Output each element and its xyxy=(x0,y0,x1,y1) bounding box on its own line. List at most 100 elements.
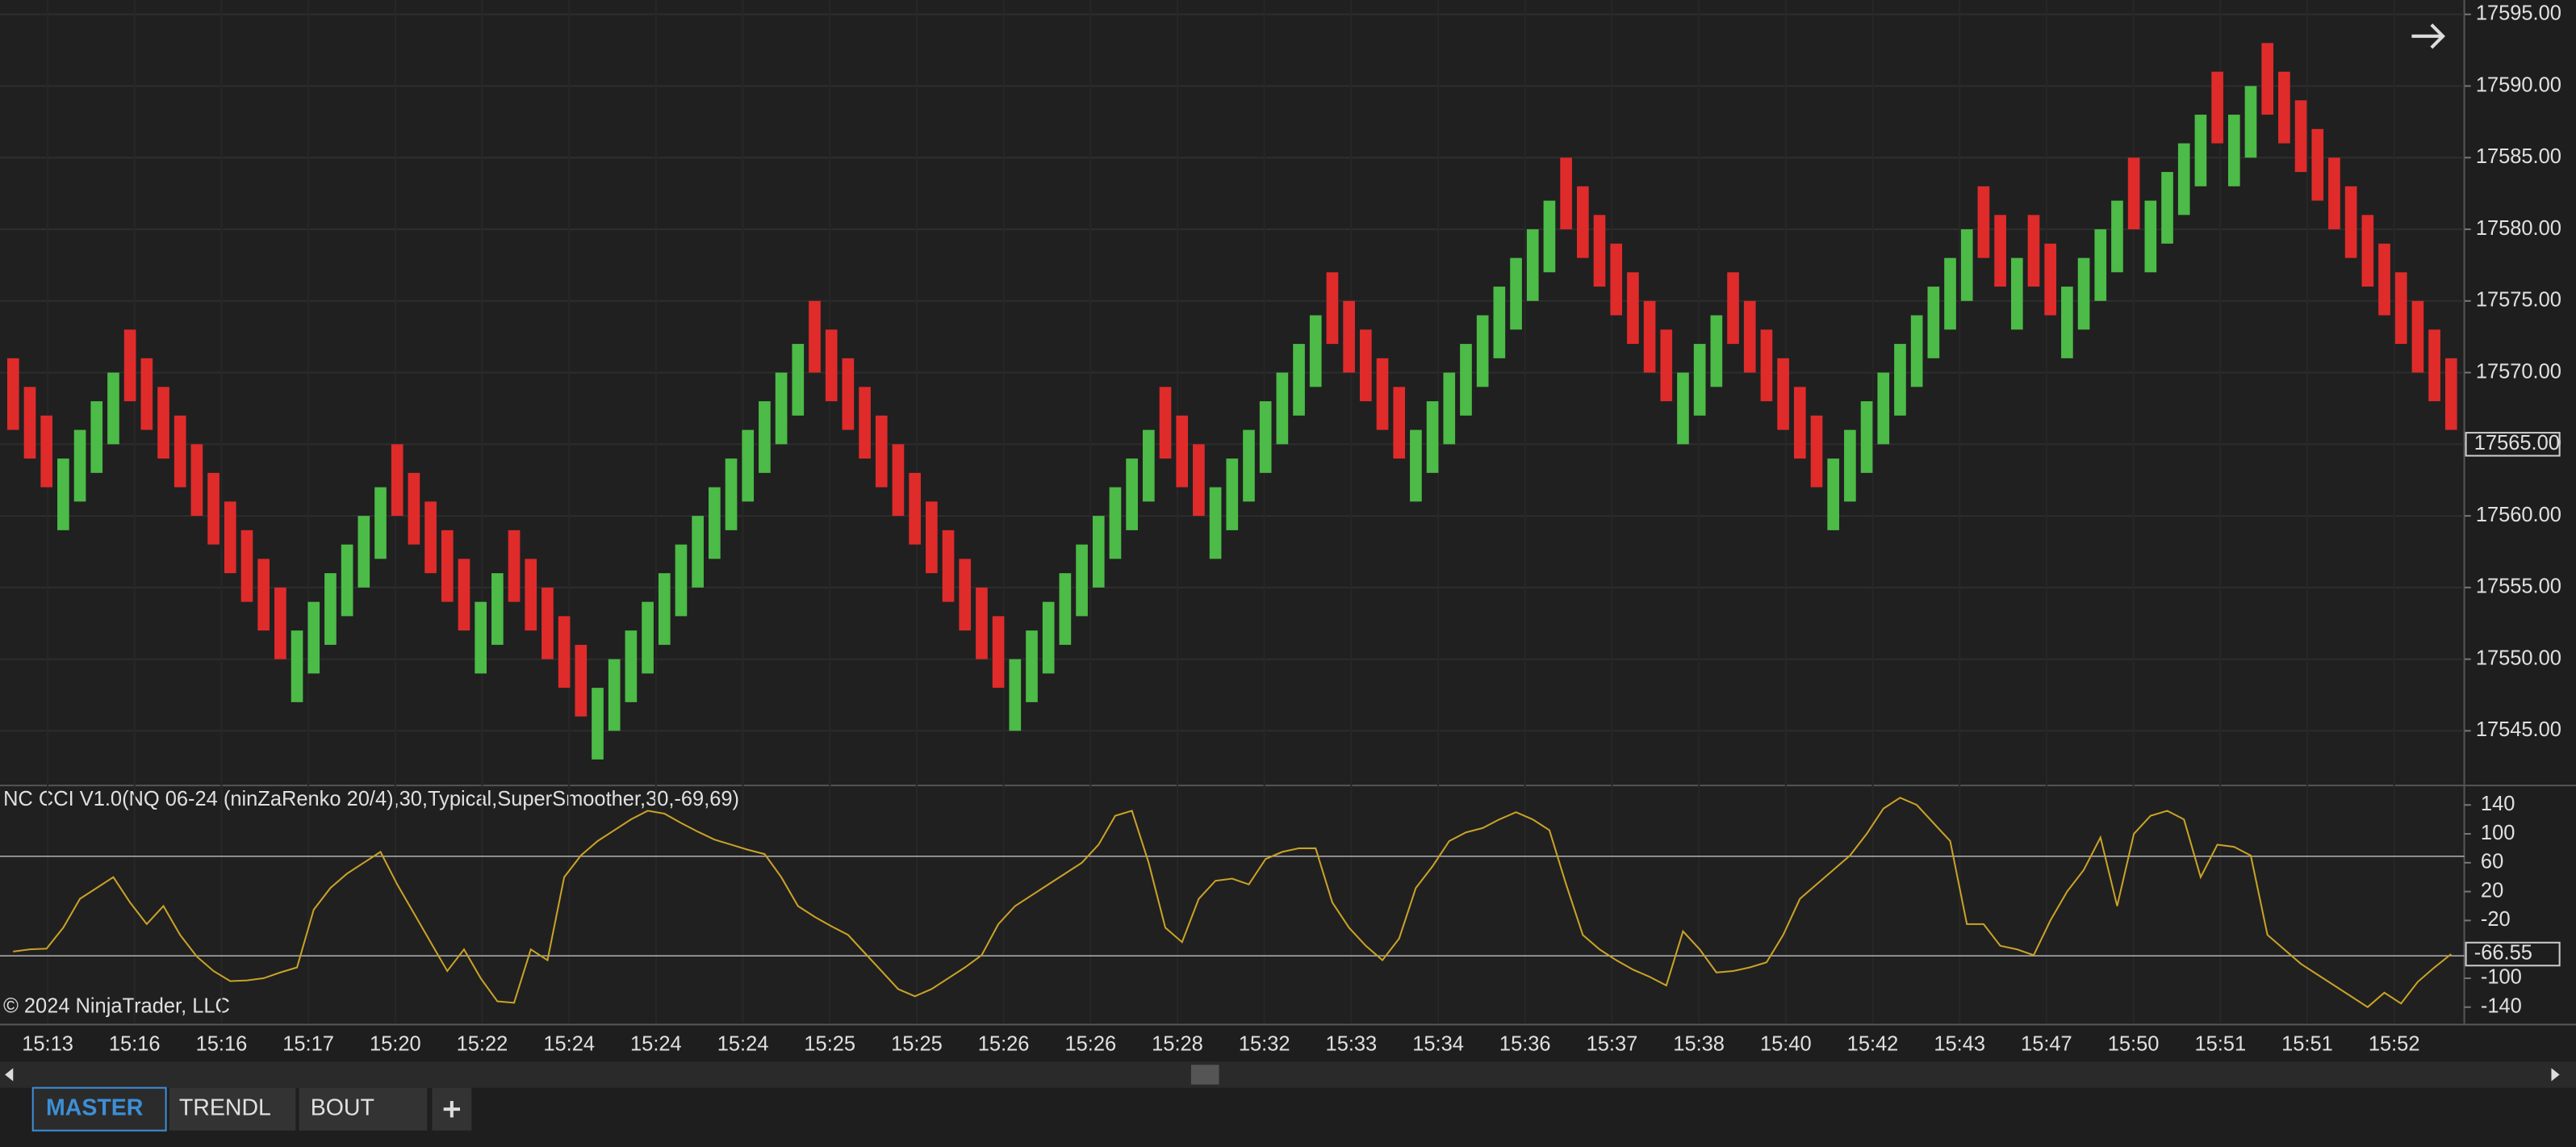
renko-bar xyxy=(2111,200,2123,273)
renko-bar xyxy=(558,616,571,689)
renko-bar xyxy=(1309,315,1322,387)
renko-bar xyxy=(1793,387,1806,459)
y-tick-label: 17545.00 xyxy=(2476,718,2561,741)
y-tick-label: 17570.00 xyxy=(2476,360,2561,383)
renko-bar xyxy=(1760,329,1773,402)
renko-bar xyxy=(675,544,688,617)
renko-bar xyxy=(2394,272,2407,345)
renko-bar xyxy=(792,344,805,416)
renko-bar xyxy=(1493,287,1506,358)
renko-bar xyxy=(1126,458,1138,530)
renko-bar xyxy=(2244,86,2257,158)
renko-bar xyxy=(1460,344,1472,416)
renko-bar xyxy=(575,644,588,717)
x-tick-label: 15:25 xyxy=(891,1032,943,1055)
renko-bar xyxy=(508,530,521,602)
renko-bar xyxy=(1627,272,1639,345)
renko-bar xyxy=(1777,358,1789,430)
renko-bar xyxy=(1643,300,1656,373)
renko-bar xyxy=(1693,344,1706,416)
renko-bar xyxy=(942,530,955,602)
renko-bar xyxy=(625,630,638,702)
renko-bar xyxy=(692,516,704,588)
renko-bar xyxy=(2411,300,2424,373)
renko-bar xyxy=(374,487,387,559)
x-tick-label: 15:24 xyxy=(543,1032,595,1055)
renko-bar xyxy=(424,501,437,574)
y-tick-label: 60 xyxy=(2481,851,2503,873)
renko-bar xyxy=(842,358,855,430)
x-tick-label: 15:32 xyxy=(1239,1032,1290,1055)
renko-bar xyxy=(23,387,36,459)
x-tick-label: 15:16 xyxy=(109,1032,161,1055)
copyright: © 2024 NinjaTrader, LLC xyxy=(3,995,230,1018)
x-tick-label: 15:50 xyxy=(2108,1032,2160,1055)
renko-bar xyxy=(976,587,988,659)
renko-bar xyxy=(107,372,119,445)
renko-bar xyxy=(341,544,353,617)
renko-bar xyxy=(892,444,905,517)
renko-bar xyxy=(1293,344,1305,416)
renko-bar xyxy=(2010,257,2023,330)
renko-bar xyxy=(257,559,270,631)
value-tag-label: -66.55 xyxy=(2474,942,2532,965)
tab-active[interactable] xyxy=(31,1086,167,1132)
y-tick-label: 17575.00 xyxy=(2476,289,2561,312)
renko-bar xyxy=(2227,115,2240,186)
y-tick-label: 20 xyxy=(2481,879,2503,902)
renko-bar xyxy=(775,372,788,445)
y-tick-label: -100 xyxy=(2481,966,2522,989)
renko-bar xyxy=(2344,186,2357,258)
renko-bar xyxy=(809,300,821,373)
x-tick-label: 15:24 xyxy=(630,1032,682,1055)
renko-bar xyxy=(1026,630,1038,702)
scroll-right[interactable] xyxy=(2551,1068,2560,1082)
renko-bar xyxy=(1560,157,1572,230)
tab-label[interactable]: BOUT xyxy=(311,1095,374,1121)
tab[interactable] xyxy=(169,1087,296,1131)
renko-bar xyxy=(2294,100,2307,173)
tab-label[interactable]: TRENDL xyxy=(179,1095,271,1121)
x-tick-label: 15:47 xyxy=(2021,1032,2072,1055)
tab[interactable] xyxy=(299,1087,428,1131)
renko-bar xyxy=(2261,43,2274,115)
x-tick-label: 15:25 xyxy=(804,1032,855,1055)
renko-bar xyxy=(992,616,1005,689)
value-tag xyxy=(2465,941,2561,967)
renko-bar xyxy=(1860,401,1873,473)
renko-bar xyxy=(224,501,236,574)
renko-bar xyxy=(2127,157,2140,230)
renko-bar xyxy=(307,601,320,674)
renko-bar xyxy=(1176,415,1189,488)
tab-label[interactable]: MASTER xyxy=(46,1095,143,1121)
x-tick-label: 15:17 xyxy=(282,1032,334,1055)
scrollbar[interactable] xyxy=(0,1061,2576,1088)
scroll-left[interactable] xyxy=(5,1068,14,1082)
x-tick-label: 15:26 xyxy=(978,1032,1030,1055)
renko-bar xyxy=(909,472,921,545)
renko-bar xyxy=(1677,372,1689,445)
renko-bar xyxy=(1894,344,1906,416)
renko-bar xyxy=(391,444,404,517)
x-tick-label: 15:16 xyxy=(196,1032,248,1055)
renko-bar xyxy=(1710,315,1723,387)
renko-bar xyxy=(742,429,755,502)
indicator-title: NC CCI V1.0(NQ 06-24 (ninZaRenko 20/4),3… xyxy=(3,788,739,810)
renko-bar xyxy=(2077,257,2090,330)
x-tick-label: 15:51 xyxy=(2281,1032,2333,1055)
x-tick-label: 15:34 xyxy=(1412,1032,1464,1055)
cci-line xyxy=(13,797,2452,1008)
x-tick-label: 15:26 xyxy=(1064,1032,1116,1055)
value-tag xyxy=(2465,432,2561,457)
renko-bar xyxy=(1059,573,1072,645)
renko-bar xyxy=(642,601,654,674)
renko-bar xyxy=(2328,157,2340,230)
arrow-icon[interactable] xyxy=(2411,23,2445,49)
renko-bar xyxy=(6,358,19,430)
renko-bar xyxy=(759,401,771,473)
renko-bar xyxy=(1810,415,1823,488)
scroll-thumb[interactable] xyxy=(1190,1065,1219,1085)
renko-bar xyxy=(592,688,604,760)
renko-bar xyxy=(408,472,420,545)
